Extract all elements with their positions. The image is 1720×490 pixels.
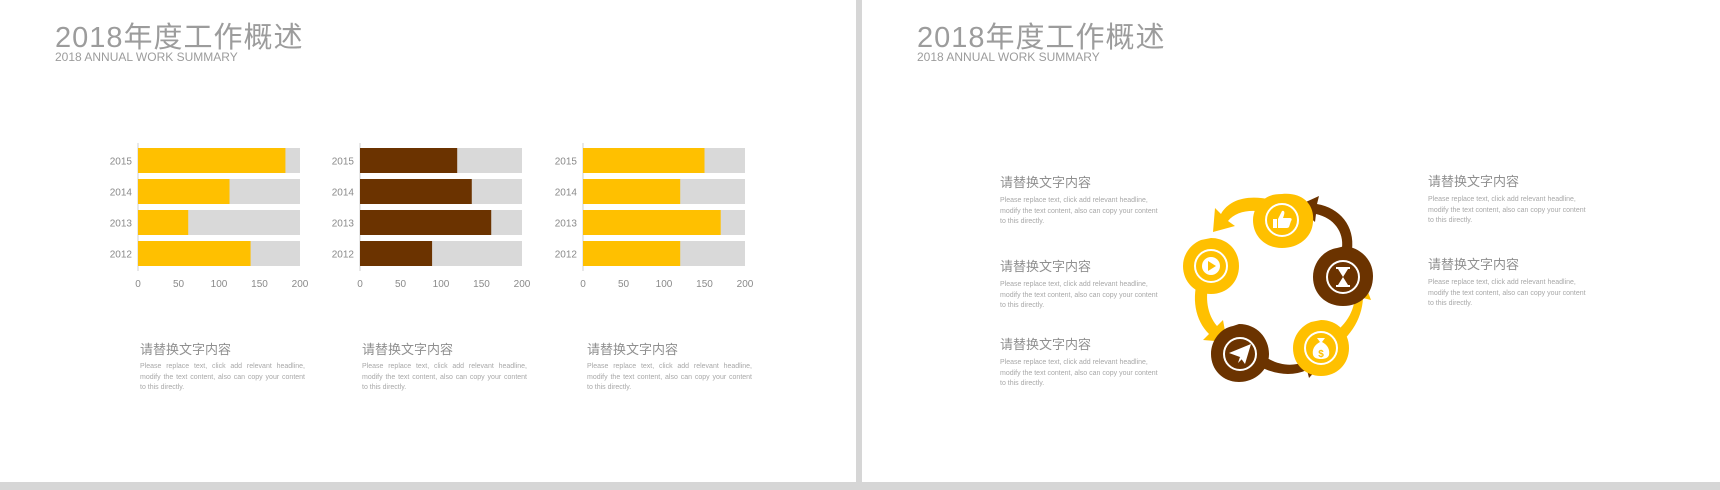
cycle-body: Please replace text, click add relevant …	[1000, 359, 1158, 387]
cycle-body: Please replace text, click add relevant …	[1000, 197, 1158, 225]
cycle-body: Please replace text, click add relevant …	[1000, 281, 1158, 309]
chart-caption-1: 请替换文字内容 Please replace text, click add r…	[140, 339, 305, 394]
hourglass-icon	[1336, 267, 1350, 287]
cycle-text-left-3: 请替换文字内容 Please replace text, click add r…	[1000, 334, 1158, 390]
bar	[360, 179, 472, 204]
bar	[583, 241, 681, 266]
x-tick-label: 0	[135, 279, 141, 290]
thumbs-up-icon	[1273, 210, 1292, 228]
cycle-heading: 请替换文字内容	[1428, 174, 1520, 189]
bar	[138, 148, 286, 173]
money-bag-icon: $	[1312, 338, 1330, 360]
cycle-node-3: $	[1293, 320, 1349, 376]
cycle-text-right-2: 请替换文字内容 Please replace text, click add r…	[1428, 254, 1586, 310]
bar	[360, 241, 433, 266]
cycle-heading: 请替换文字内容	[1428, 257, 1520, 272]
x-tick-label: 150	[473, 279, 490, 290]
cycle-diagram: $	[1183, 193, 1373, 382]
cycle-node-4	[1211, 324, 1269, 382]
bar	[583, 210, 721, 235]
play-icon	[1208, 261, 1216, 271]
x-tick-label: 100	[656, 279, 673, 290]
x-tick-label: 0	[357, 279, 363, 290]
y-tick-label: 2015	[110, 157, 133, 168]
x-tick-label: 200	[292, 279, 309, 290]
paper-plane-icon	[1229, 344, 1251, 364]
y-tick-label: 2013	[110, 219, 133, 230]
x-tick-label: 50	[618, 279, 630, 290]
caption-body: Please replace text, click add relevant …	[140, 363, 305, 391]
caption-body: Please replace text, click add relevant …	[587, 363, 752, 391]
x-tick-label: 50	[173, 279, 185, 290]
y-tick-label: 2014	[110, 188, 133, 199]
cycle-text-right-1: 请替换文字内容 Please replace text, click add r…	[1428, 171, 1586, 227]
cycle-heading: 请替换文字内容	[1000, 175, 1092, 190]
slide-right: 2018年度工作概述 2018 ANNUAL WORK SUMMARY 请替换文…	[862, 0, 1720, 482]
x-tick-label: 200	[737, 279, 754, 290]
y-tick-label: 2015	[332, 157, 355, 168]
y-tick-label: 2013	[332, 219, 355, 230]
cycle-node-2	[1313, 246, 1373, 306]
cycle-heading: 请替换文字内容	[1000, 337, 1092, 352]
cycle-text-left-1: 请替换文字内容 Please replace text, click add r…	[1000, 172, 1158, 228]
page-title: 2018年度工作概述	[917, 22, 1166, 54]
y-tick-label: 2015	[555, 157, 578, 168]
y-tick-label: 2012	[110, 250, 133, 261]
bar	[583, 179, 681, 204]
page-subtitle: 2018 ANNUAL WORK SUMMARY	[917, 50, 1100, 64]
y-tick-label: 2014	[555, 188, 578, 199]
x-tick-label: 100	[433, 279, 450, 290]
x-tick-label: 100	[211, 279, 228, 290]
chart-caption-3: 请替换文字内容 Please replace text, click add r…	[587, 339, 752, 394]
cycle-node-5	[1183, 238, 1239, 294]
x-tick-label: 200	[514, 279, 531, 290]
caption-heading: 请替换文字内容	[362, 342, 454, 357]
y-tick-label: 2012	[332, 250, 355, 261]
cycle-heading: 请替换文字内容	[1000, 259, 1092, 274]
svg-text:$: $	[1318, 349, 1324, 360]
bar	[360, 210, 492, 235]
page-subtitle: 2018 ANNUAL WORK SUMMARY	[55, 50, 238, 64]
page-title: 2018年度工作概述	[55, 22, 304, 54]
bar-chart-2: 2015 2014 2013 2012 0 50 100 150 200	[332, 143, 531, 290]
x-tick-label: 150	[251, 279, 268, 290]
bar-chart-3: 2015 2014 2013 2012 0 50 100 150 200	[555, 143, 754, 290]
bar	[138, 179, 230, 204]
cycle-text-left-2: 请替换文字内容 Please replace text, click add r…	[1000, 256, 1158, 312]
y-tick-label: 2012	[555, 250, 578, 261]
caption-body: Please replace text, click add relevant …	[362, 363, 527, 391]
bar	[138, 241, 251, 266]
cycle-body: Please replace text, click add relevant …	[1428, 279, 1586, 307]
y-tick-label: 2013	[555, 219, 578, 230]
y-tick-label: 2014	[332, 188, 355, 199]
x-tick-label: 0	[580, 279, 586, 290]
x-tick-label: 150	[696, 279, 713, 290]
slide-left: 2018年度工作概述 2018 ANNUAL WORK SUMMARY 2015…	[0, 0, 856, 482]
x-tick-label: 50	[395, 279, 407, 290]
chart-caption-2: 请替换文字内容 Please replace text, click add r…	[362, 339, 527, 394]
cycle-body: Please replace text, click add relevant …	[1428, 196, 1586, 224]
bar	[138, 210, 189, 235]
bar-chart-1: 2015 2014 2013 2012 0 50 100 150 200	[110, 143, 309, 290]
caption-heading: 请替换文字内容	[140, 342, 232, 357]
caption-heading: 请替换文字内容	[587, 342, 679, 357]
bar	[360, 148, 458, 173]
cycle-node-1	[1253, 193, 1314, 248]
bar	[583, 148, 705, 173]
